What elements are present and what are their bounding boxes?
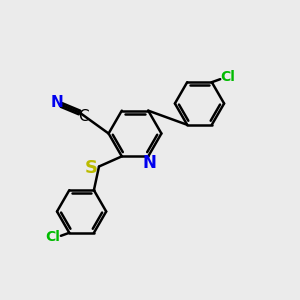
Text: C: C — [78, 109, 88, 124]
Text: Cl: Cl — [220, 70, 235, 84]
Text: N: N — [50, 95, 63, 110]
Text: N: N — [143, 154, 157, 172]
Text: S: S — [85, 159, 98, 177]
Text: Cl: Cl — [45, 230, 60, 244]
